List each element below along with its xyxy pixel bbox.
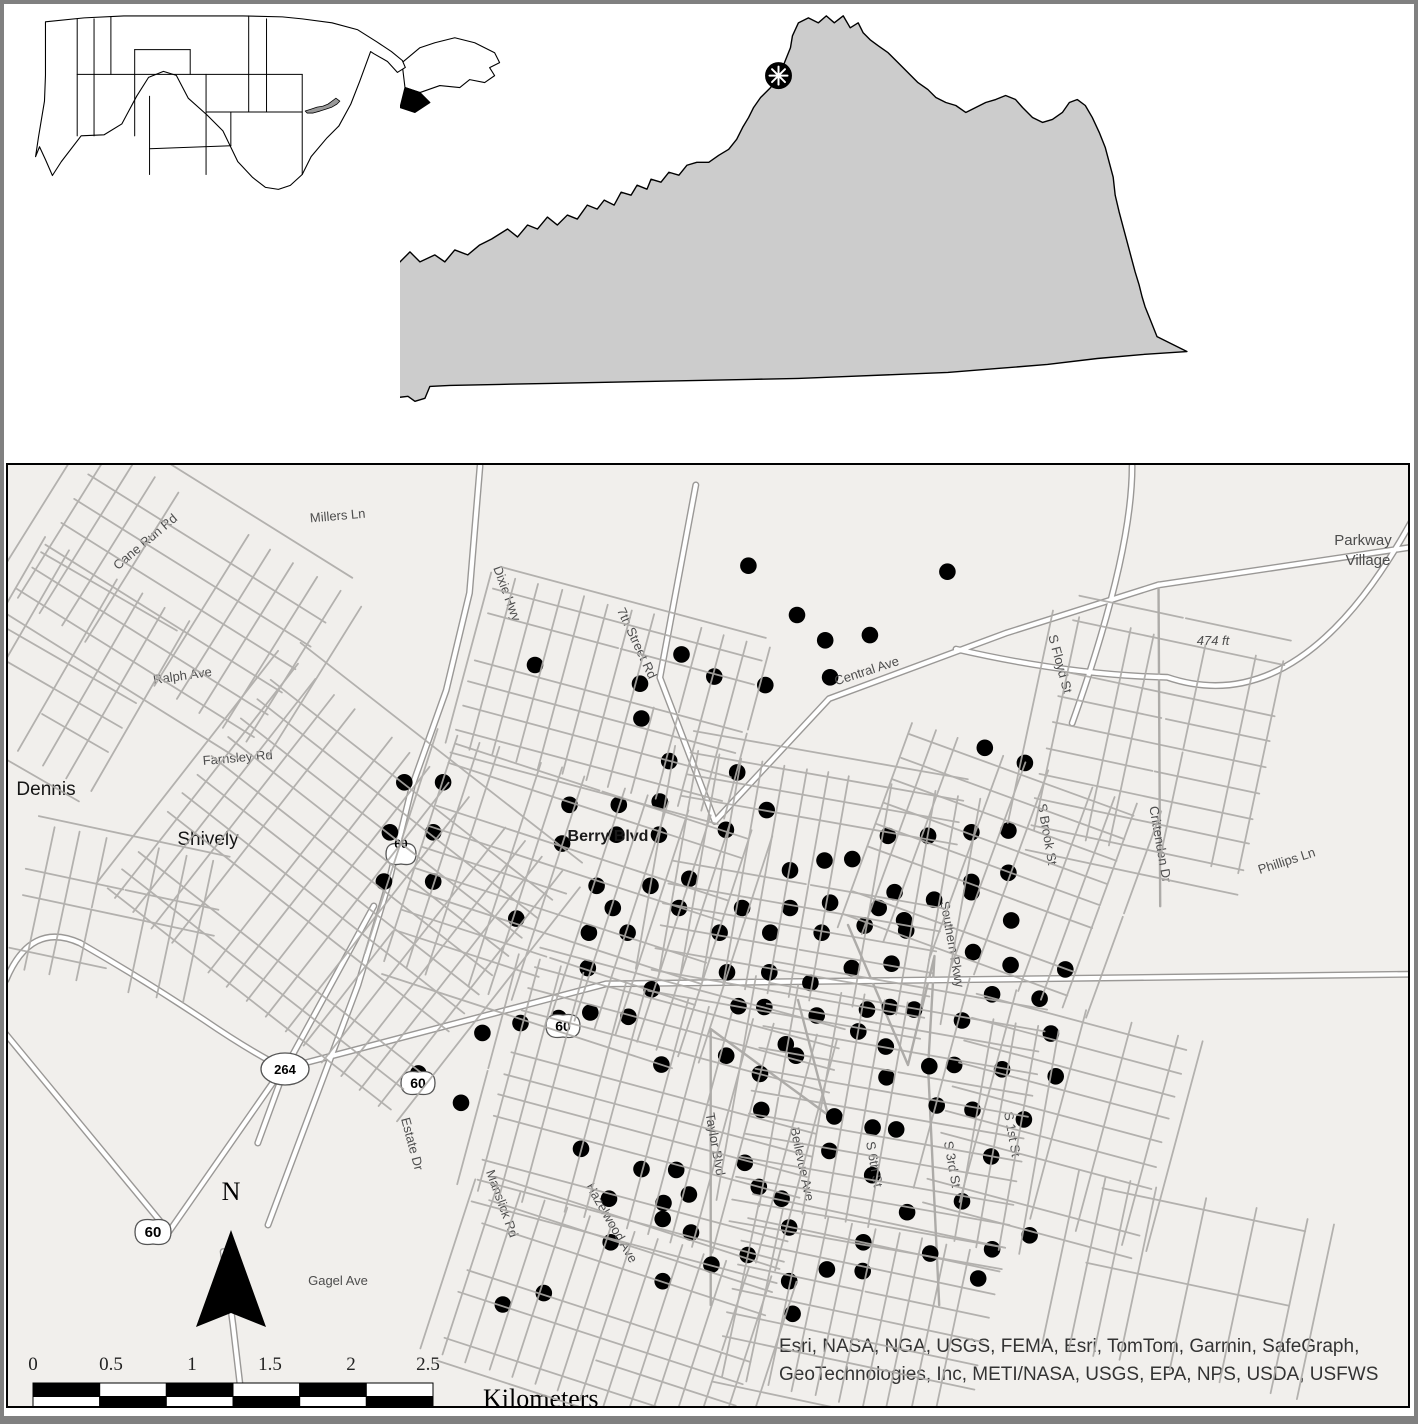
svg-text:2.5: 2.5 — [416, 1354, 440, 1375]
svg-text:Millers Ln: Millers Ln — [309, 506, 366, 526]
svg-text:60: 60 — [145, 1224, 162, 1241]
svg-text:Southern Pkwy: Southern Pkwy — [937, 900, 967, 989]
svg-text:0.5: 0.5 — [99, 1354, 123, 1375]
svg-text:1.5: 1.5 — [258, 1354, 282, 1375]
svg-text:Phillips Ln: Phillips Ln — [1256, 844, 1317, 877]
svg-text:1: 1 — [187, 1354, 197, 1375]
svg-text:474 ft: 474 ft — [1197, 633, 1231, 648]
svg-text:Parkway: Parkway — [1334, 532, 1392, 549]
svg-text:Taylor Blvd: Taylor Blvd — [703, 1112, 729, 1177]
svg-text:Estate Dr: Estate Dr — [398, 1116, 427, 1173]
svg-text:Gagel Ave: Gagel Ave — [308, 1273, 368, 1288]
svg-text:Cane Run Rd: Cane Run Rd — [110, 510, 180, 572]
svg-text:N: N — [222, 1177, 241, 1206]
svg-text:0: 0 — [28, 1354, 38, 1375]
svg-text:264: 264 — [274, 1062, 296, 1077]
svg-text:Village: Village — [1346, 552, 1391, 569]
svg-text:Crittenden Dr: Crittenden Dr — [1146, 805, 1174, 884]
svg-text:2: 2 — [346, 1354, 356, 1375]
